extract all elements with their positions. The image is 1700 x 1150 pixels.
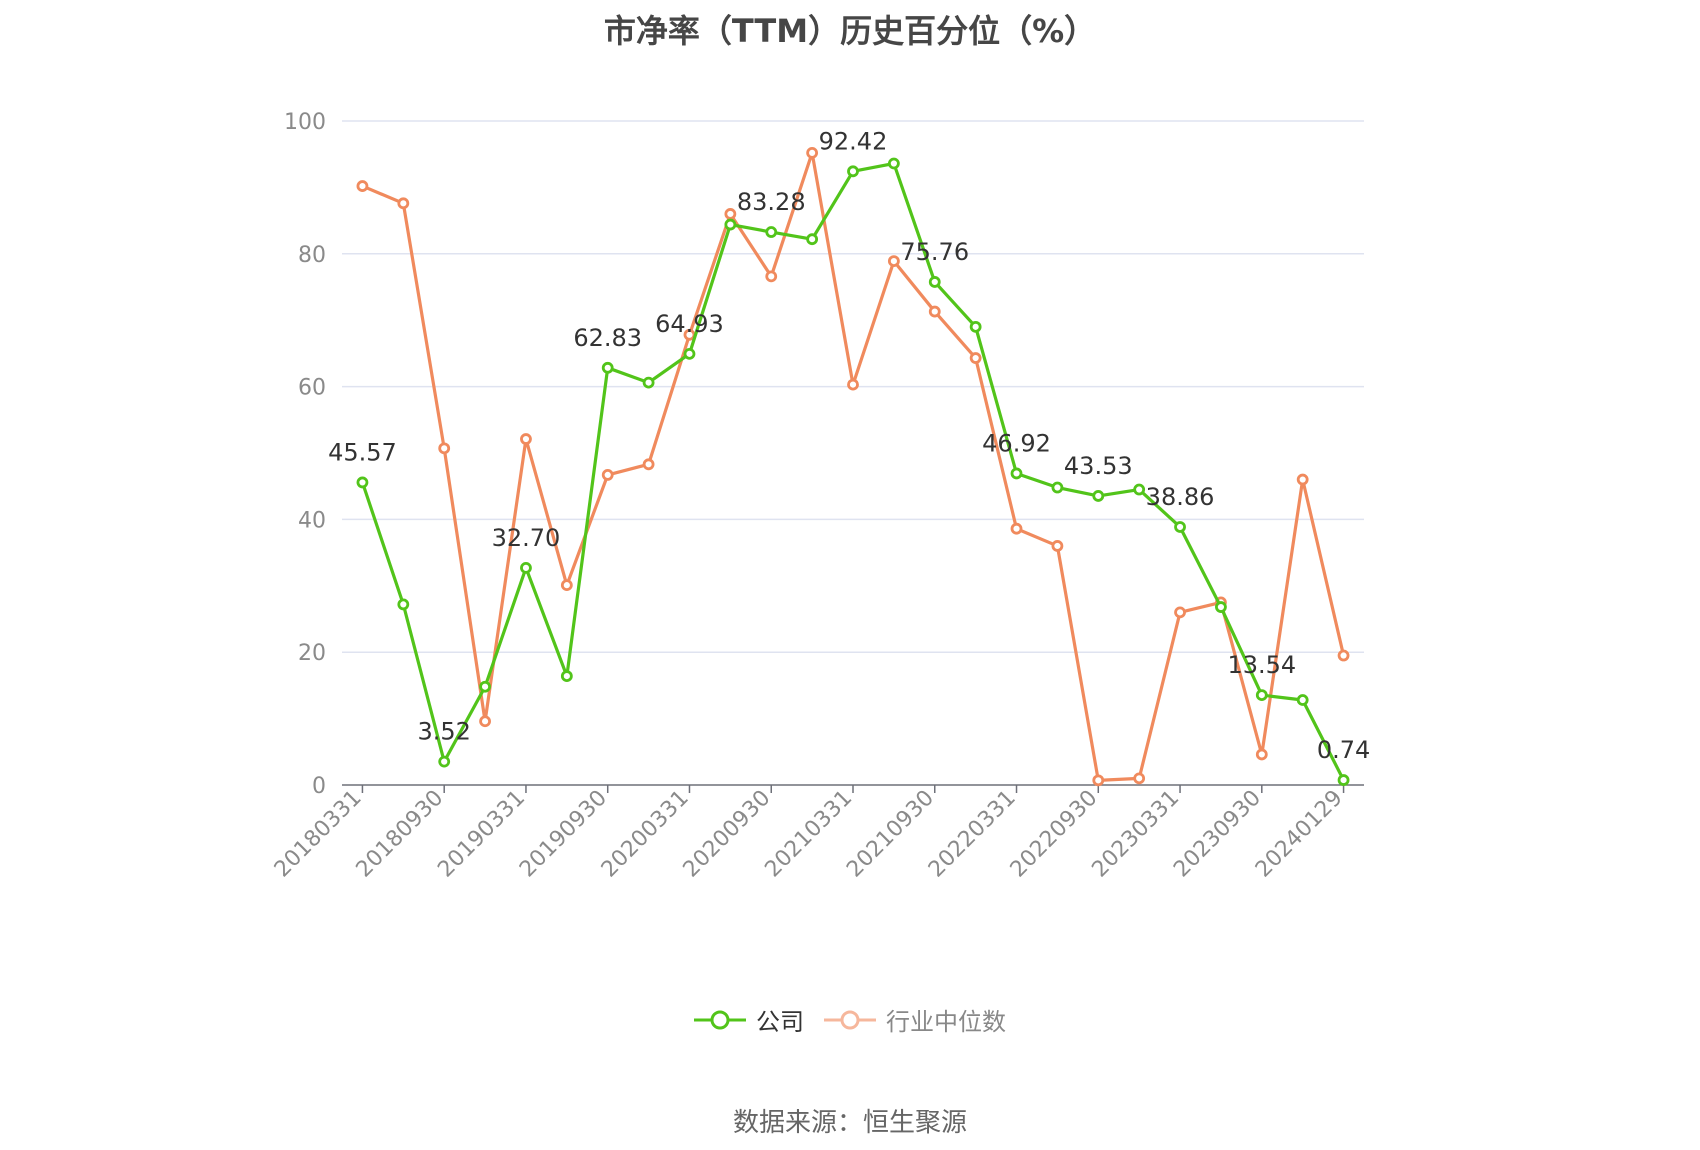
- data-point[interactable]: [969, 320, 982, 333]
- data-point[interactable]: [1255, 748, 1268, 761]
- data-point[interactable]: [356, 476, 369, 489]
- x-tick-label: 20210930: [842, 786, 939, 883]
- data-point[interactable]: [765, 270, 778, 283]
- data-point[interactable]: [1092, 774, 1105, 787]
- data-point[interactable]: [1296, 473, 1309, 486]
- x-tick-label: 20210331: [760, 786, 857, 883]
- y-tick-label: 60: [298, 376, 326, 401]
- y-tick-label: 20: [298, 641, 326, 666]
- data-point[interactable]: [1337, 649, 1350, 662]
- data-point[interactable]: [1215, 601, 1227, 613]
- data-point[interactable]: [397, 197, 410, 210]
- x-tick-label: 20200331: [597, 786, 694, 883]
- data-point[interactable]: [520, 433, 532, 445]
- y-tick-label: 0: [312, 774, 326, 799]
- x-tick-label: 20240129: [1251, 786, 1348, 883]
- legend-company-label: 公司: [756, 1008, 804, 1036]
- x-tick-label: 20180930: [352, 786, 449, 883]
- data-point[interactable]: [928, 305, 941, 318]
- data-point[interactable]: [1010, 467, 1023, 480]
- data-point[interactable]: [479, 715, 491, 728]
- data-point[interactable]: [1133, 483, 1146, 496]
- data-point[interactable]: [520, 561, 532, 574]
- legend-item-company[interactable]: 公司: [694, 1002, 804, 1037]
- series-line: [360, 161, 1346, 782]
- y-tick-label: 100: [284, 110, 326, 135]
- data-point[interactable]: [642, 458, 655, 471]
- data-label: 92.42: [819, 127, 888, 155]
- x-tick-label: 20190930: [515, 786, 612, 883]
- data-point[interactable]: [1174, 521, 1186, 533]
- data-label: 3.52: [417, 718, 470, 746]
- data-label: 64.93: [655, 310, 724, 338]
- data-point[interactable]: [683, 347, 696, 360]
- legend-industry-label: 行业中位数: [886, 1008, 1006, 1036]
- x-tick-label: 20220331: [924, 786, 1021, 883]
- data-label: 75.76: [900, 238, 969, 266]
- legend: 公司 行业中位数: [0, 1002, 1700, 1037]
- x-tick-label: 20200930: [679, 786, 776, 883]
- data-label: 62.83: [573, 324, 642, 352]
- data-point[interactable]: [601, 469, 614, 481]
- data-label: 45.57: [328, 438, 397, 466]
- x-tick-label: 20230331: [1087, 786, 1184, 883]
- x-tick-label: 20230930: [1169, 786, 1266, 883]
- data-point[interactable]: [847, 378, 859, 391]
- data-point[interactable]: [765, 226, 778, 238]
- data-label: 83.28: [737, 188, 806, 216]
- legend-company-marker-icon: [694, 1010, 746, 1029]
- data-point[interactable]: [928, 276, 941, 288]
- data-point[interactable]: [1092, 490, 1105, 502]
- x-tick-label: 20220930: [1006, 786, 1103, 883]
- data-point[interactable]: [806, 233, 819, 246]
- data-point[interactable]: [724, 218, 737, 231]
- data-point[interactable]: [887, 157, 900, 170]
- data-point[interactable]: [724, 208, 737, 220]
- data-point[interactable]: [969, 352, 982, 364]
- data-point[interactable]: [397, 598, 410, 611]
- data-label: 46.92: [982, 429, 1051, 457]
- data-point[interactable]: [1296, 694, 1309, 706]
- data-point[interactable]: [1255, 689, 1268, 701]
- data-labels: 45.57 3.52 32.70 62.83 64.93 83.28 92.42 75.76 4…: [328, 127, 1370, 764]
- data-point[interactable]: [438, 442, 451, 455]
- legend-industry-marker-icon: [824, 1010, 876, 1029]
- data-point[interactable]: [438, 755, 451, 768]
- data-point[interactable]: [1337, 774, 1350, 786]
- data-point[interactable]: [1051, 540, 1064, 552]
- data-point[interactable]: [356, 180, 369, 192]
- data-label: 0.74: [1317, 736, 1370, 764]
- data-point[interactable]: [1133, 772, 1146, 785]
- data-point[interactable]: [642, 376, 655, 389]
- data-point[interactable]: [1051, 481, 1064, 494]
- data-point[interactable]: [479, 680, 491, 693]
- data-label: 13.54: [1227, 651, 1296, 679]
- y-tick-label: 80: [298, 243, 326, 268]
- data-point[interactable]: [560, 579, 573, 592]
- data-label: 43.53: [1064, 452, 1133, 480]
- x-tick-label: 20190331: [433, 786, 530, 883]
- data-label: 32.70: [492, 524, 561, 552]
- data-point[interactable]: [1010, 522, 1023, 535]
- data-point[interactable]: [1174, 606, 1186, 619]
- data-point[interactable]: [601, 361, 614, 374]
- source-note: 数据来源：恒生聚源: [732, 1108, 967, 1138]
- data-point[interactable]: [887, 255, 900, 268]
- line-chart: 0 20 40 60 80 100 2018033120180930201903312019…: [270, 110, 1370, 883]
- data-point[interactable]: [847, 165, 859, 178]
- data-label: 38.86: [1146, 483, 1215, 511]
- chart-title: 市净率（TTM）历史百分位（%）: [603, 12, 1097, 50]
- data-point[interactable]: [806, 146, 819, 159]
- x-tick-label: 20180331: [270, 786, 367, 883]
- y-tick-label: 40: [298, 508, 326, 533]
- series-lines: [356, 146, 1350, 787]
- legend-item-industry[interactable]: 行业中位数: [824, 1002, 1006, 1037]
- series-line: [360, 151, 1346, 782]
- data-point[interactable]: [560, 670, 573, 683]
